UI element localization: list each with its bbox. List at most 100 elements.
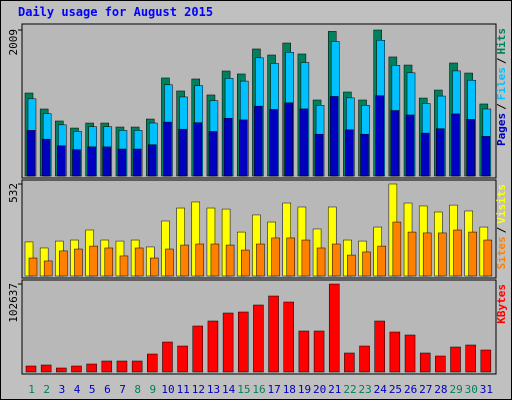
bar	[298, 330, 310, 373]
x-tick-label: 1	[28, 383, 35, 396]
bar	[299, 108, 309, 177]
bar	[222, 312, 234, 373]
bar	[344, 352, 355, 373]
x-tick-label: 16	[252, 383, 265, 396]
legend-entry: Files	[495, 67, 508, 100]
bar	[269, 109, 278, 177]
legend-entry: KBytes	[495, 284, 508, 324]
bar	[374, 320, 385, 373]
bar	[465, 344, 476, 373]
bar	[438, 232, 447, 277]
bar	[119, 255, 129, 277]
bar	[435, 355, 446, 373]
bar	[468, 231, 477, 277]
bar	[40, 364, 52, 373]
bar	[132, 148, 142, 177]
bar	[419, 352, 431, 373]
bar	[405, 114, 415, 177]
x-tick-label: 29	[449, 383, 462, 396]
bar	[86, 363, 97, 373]
bar	[102, 146, 112, 177]
bar	[25, 365, 37, 373]
legend: KBytes	[495, 284, 508, 324]
bar	[59, 250, 68, 277]
x-tick-label: 30	[465, 383, 478, 396]
bar	[87, 146, 96, 177]
bar	[178, 128, 187, 177]
x-tick-label: 17	[268, 383, 281, 396]
bar	[43, 260, 53, 277]
y-tick-label: 102637	[7, 283, 20, 323]
legend-entry: Visits	[495, 184, 508, 224]
bar	[223, 117, 233, 177]
bar	[163, 121, 172, 177]
x-tick-label: 10	[161, 383, 174, 396]
bar	[104, 247, 114, 277]
bar	[329, 96, 339, 177]
bar	[481, 136, 491, 177]
bar	[72, 149, 81, 177]
x-tick-label: 8	[134, 383, 141, 396]
bar	[177, 345, 188, 373]
bar	[41, 138, 51, 177]
bar	[347, 254, 356, 277]
bar	[362, 251, 371, 277]
bar	[271, 237, 280, 277]
bar	[147, 353, 158, 373]
bar	[466, 119, 475, 177]
legend-entry: Hits	[495, 28, 508, 55]
bar	[377, 245, 386, 277]
bar	[390, 110, 400, 177]
bar	[345, 129, 354, 177]
bar	[283, 301, 294, 373]
legend-separator: /	[495, 103, 508, 110]
bar	[56, 367, 67, 373]
bar	[101, 360, 113, 373]
x-tick-label: 18	[283, 383, 296, 396]
bar	[117, 148, 127, 177]
bar	[328, 283, 340, 373]
bar	[74, 248, 83, 277]
x-tick-label: 21	[328, 383, 341, 396]
bar	[284, 102, 293, 177]
legend: Sites / Visits	[495, 184, 508, 270]
x-tick-label: 4	[74, 383, 81, 396]
x-tick-label: 23	[359, 383, 372, 396]
x-tick-label: 22	[343, 383, 356, 396]
bar	[286, 237, 295, 277]
x-tick-label: 14	[222, 383, 236, 396]
bar	[407, 231, 417, 277]
x-tick-label: 24	[374, 383, 388, 396]
bar	[254, 105, 263, 177]
bar	[253, 304, 264, 373]
bar	[89, 245, 98, 277]
bar	[134, 247, 144, 277]
x-tick-label: 11	[177, 383, 190, 396]
legend-entry: Pages	[495, 113, 508, 146]
x-tick-label: 12	[192, 383, 205, 396]
x-tick-label: 5	[89, 383, 96, 396]
x-tick-label: 15	[237, 383, 250, 396]
bar	[150, 257, 159, 277]
bar	[316, 247, 326, 277]
bar	[483, 239, 493, 277]
bar	[314, 133, 324, 177]
bar	[26, 130, 36, 177]
bar	[239, 119, 248, 177]
bar	[359, 345, 370, 373]
bar	[193, 122, 203, 177]
x-tick-label: 13	[207, 383, 220, 396]
bar	[451, 113, 460, 177]
bar	[420, 132, 430, 177]
x-tick-label: 31	[480, 383, 493, 396]
bar	[436, 128, 445, 177]
legend-separator: /	[495, 226, 508, 233]
bar	[165, 248, 174, 277]
bar	[360, 133, 369, 177]
x-tick-label: 6	[104, 383, 111, 396]
x-tick-label: 20	[313, 383, 326, 396]
bar	[210, 243, 220, 277]
y-tick-label: 2009	[7, 29, 20, 56]
bar	[162, 341, 173, 373]
